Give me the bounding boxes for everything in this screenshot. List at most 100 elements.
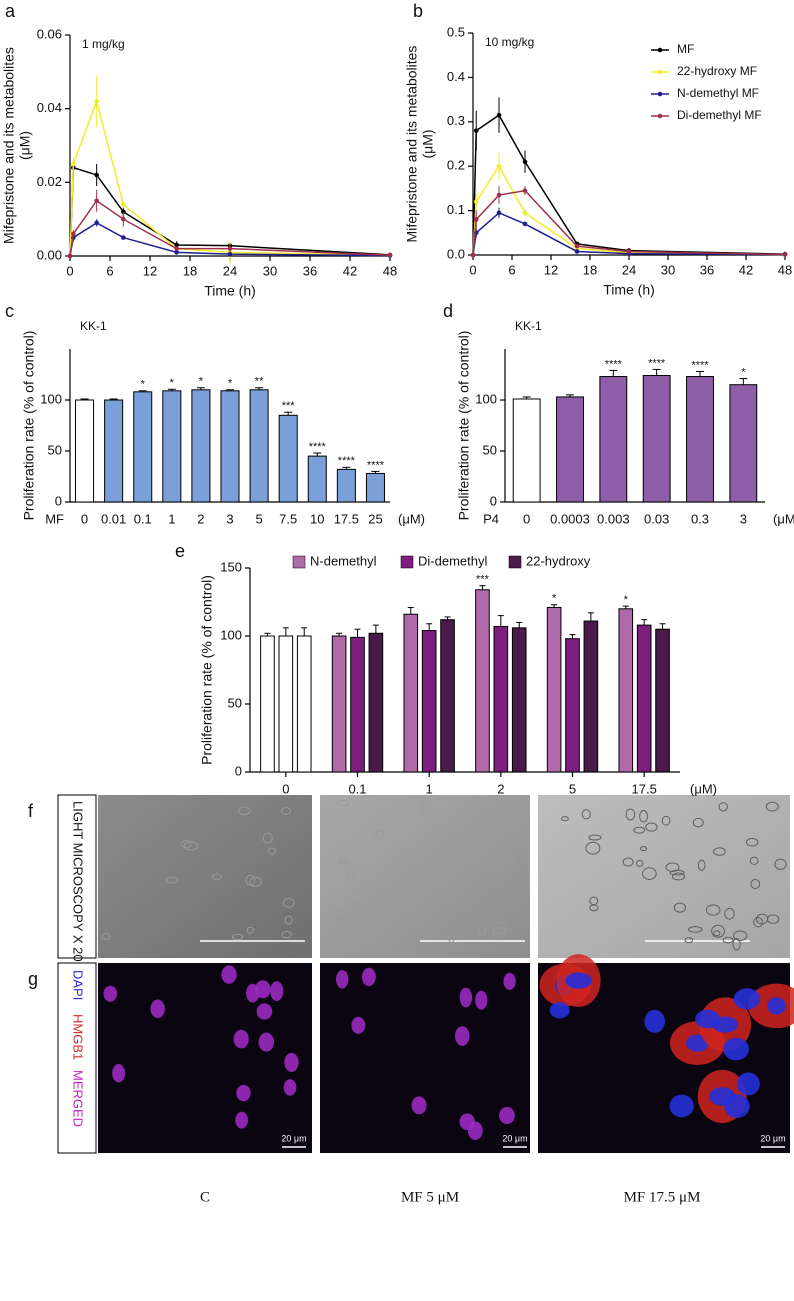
legend-marker	[657, 113, 663, 119]
caption: MF 5 μM	[401, 1189, 459, 1205]
bar	[599, 376, 628, 503]
cell	[589, 896, 599, 906]
nucleus	[767, 997, 786, 1015]
bar	[278, 414, 298, 503]
cell	[412, 882, 421, 896]
data-point	[71, 231, 76, 237]
y-tick-label: 0	[55, 493, 62, 508]
significance: ****	[367, 459, 385, 471]
significance: *	[228, 378, 233, 390]
bar	[546, 606, 562, 773]
y-tick-label: 100	[475, 391, 497, 406]
y-tick-label: 0	[490, 493, 497, 508]
x-tick-label: 2	[197, 511, 204, 526]
data-point	[121, 202, 126, 207]
bar	[583, 620, 599, 773]
y-tick-label: 100	[40, 391, 62, 406]
panel-label: d	[443, 301, 453, 321]
panel-label: a	[5, 1, 16, 21]
bar	[220, 390, 240, 503]
x-tick-label: 17.5	[334, 511, 359, 526]
bar	[249, 389, 269, 503]
x-tick-label: 6	[106, 263, 113, 278]
micrograph	[320, 795, 530, 958]
cell	[281, 807, 291, 815]
cell	[249, 876, 262, 887]
annotation: 1 mg/kg	[82, 37, 125, 51]
data-point	[574, 249, 580, 254]
significance: *	[741, 366, 746, 378]
y-axis-label: (μM)	[420, 129, 436, 158]
x-prefix: P4	[483, 511, 499, 526]
y-axis-label: Mifepristone and its metabolites	[1, 47, 17, 244]
nucleus	[411, 1096, 427, 1115]
scale-label: 20 μm	[760, 1133, 785, 1143]
x-tick-label: 12	[544, 262, 558, 277]
legend-label: MF	[677, 42, 694, 56]
data-point	[94, 99, 99, 104]
cell	[665, 862, 680, 872]
legend-label: N-demethyl MF	[677, 86, 759, 100]
x-tick-label: 0	[523, 511, 530, 526]
nucleus	[499, 1106, 515, 1125]
data-point	[522, 188, 528, 193]
legend-swatch	[508, 555, 522, 569]
y-tick-label: 50	[483, 442, 497, 457]
nucleus	[455, 1026, 470, 1046]
cell	[211, 873, 223, 881]
data-point	[473, 199, 479, 205]
cell	[581, 809, 591, 820]
x-tick-label: 25	[368, 511, 382, 526]
nucleus	[112, 1064, 126, 1083]
bar	[565, 638, 580, 773]
significance: *	[552, 593, 557, 605]
bar	[350, 636, 365, 773]
annotation: KK-1	[515, 319, 542, 333]
micrograph	[98, 795, 312, 958]
scale-label: 20 μm	[281, 1133, 306, 1143]
x-unit: (μM)	[690, 781, 717, 796]
x-tick-label: 2	[497, 781, 504, 796]
cell	[639, 810, 649, 823]
y-axis-label: Proliferation rate (% of control)	[456, 331, 472, 521]
y-tick-label: 100	[220, 627, 242, 642]
legend-label: N-demethyl	[310, 553, 377, 568]
panel-label: g	[28, 969, 38, 989]
image-label: HMGB1	[71, 1014, 86, 1060]
cell	[338, 859, 348, 865]
y-tick-label: 0.1	[447, 202, 465, 217]
cell	[281, 930, 292, 939]
cell	[588, 834, 602, 841]
bar	[421, 630, 437, 773]
nucleus	[233, 1029, 249, 1049]
bar	[655, 628, 670, 773]
cell	[625, 808, 636, 821]
cell	[713, 930, 721, 937]
nucleus	[549, 1002, 570, 1019]
nucleus	[236, 1084, 251, 1102]
legend-label: 22-hydroxy	[526, 553, 591, 568]
cell	[445, 872, 457, 884]
x-tick-label: 5	[255, 511, 262, 526]
image-label: DAPI	[71, 970, 86, 1000]
y-tick-label: 0.0	[447, 246, 465, 261]
cell	[237, 806, 251, 816]
x-axis-label: Time (h)	[603, 282, 655, 298]
data-point	[94, 198, 99, 204]
cell	[705, 904, 721, 916]
caption: C	[200, 1189, 210, 1205]
data-point	[782, 252, 788, 257]
x-tick-label: 48	[778, 262, 792, 277]
x-tick-label: 3	[226, 511, 233, 526]
bar	[365, 472, 385, 503]
y-tick-label: 50	[228, 695, 242, 710]
annotation: 10 mg/kg	[485, 35, 534, 49]
data-point	[71, 161, 76, 167]
nucleus	[150, 999, 165, 1019]
y-tick-label: 0.02	[37, 174, 62, 189]
y-tick-label: 0.04	[37, 100, 62, 115]
data-point	[67, 253, 73, 259]
bar	[686, 376, 714, 503]
significance: ****	[338, 455, 356, 467]
nucleus	[283, 1079, 297, 1096]
